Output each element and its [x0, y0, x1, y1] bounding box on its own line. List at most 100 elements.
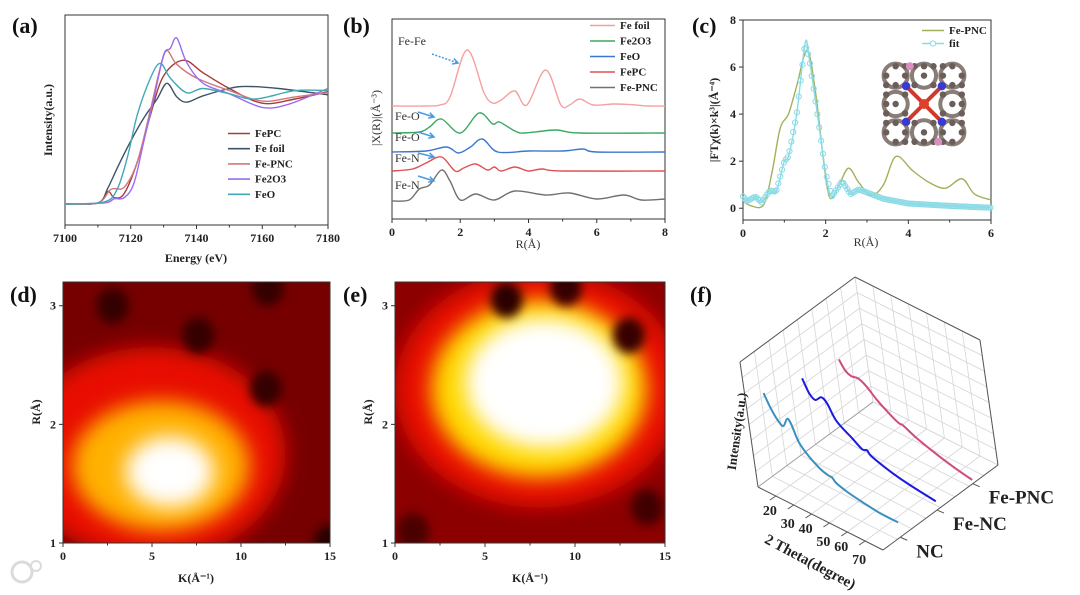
gridline — [866, 354, 992, 419]
legend-label: FePC — [255, 128, 281, 140]
x-tick-label: 70 — [852, 553, 866, 568]
heatmap-coldspot — [314, 525, 330, 543]
gridline — [744, 307, 860, 394]
fit-marker — [825, 180, 832, 188]
legend-label: Fe2O3 — [620, 36, 652, 48]
carbon-atom — [892, 100, 899, 108]
gridline — [859, 307, 985, 372]
frame-edge — [739, 276, 856, 363]
carbon-atom — [939, 72, 947, 79]
y-axis-title: R(Å) — [29, 399, 43, 424]
arrow-icon — [417, 131, 435, 138]
gridline — [775, 410, 892, 497]
series-line-fe-pnc — [64, 50, 329, 206]
x-axis-title: R(Å) — [516, 237, 541, 251]
carbon-atom — [883, 119, 890, 127]
legend: Fe foil Fe2O3 FeO FePC Fe-PNC — [590, 20, 658, 94]
x-tick-label: 7100 — [53, 231, 77, 245]
plot-frame — [64, 14, 329, 226]
gridline — [825, 298, 845, 424]
x-tick-label: 60 — [834, 540, 848, 555]
gridline — [854, 276, 874, 403]
y-tick-label: 2 — [382, 417, 388, 431]
carbon-atom — [901, 138, 909, 145]
gridline — [811, 428, 927, 515]
gridline — [857, 292, 983, 356]
arrow-head-icon — [427, 176, 436, 183]
gridline — [811, 308, 831, 434]
y-tick-label: 1 — [50, 536, 56, 550]
plot-frame — [391, 18, 666, 220]
fit-marker — [819, 150, 827, 157]
legend-marker — [929, 40, 937, 47]
frame-edge — [757, 401, 874, 488]
fit-marker — [818, 137, 825, 144]
carbon-atom — [958, 110, 965, 117]
annotation-label: Fe-Fe — [398, 34, 426, 48]
gridline — [858, 412, 984, 476]
fit-marker — [806, 60, 814, 67]
carbon-atom — [892, 63, 899, 70]
axis-intensity — [739, 361, 759, 488]
nitrogen-atom — [901, 117, 911, 127]
gridline — [800, 454, 927, 519]
x-tick-label: 2 — [823, 226, 829, 240]
carbon-atom — [901, 110, 909, 117]
fit-marker — [788, 138, 795, 145]
gridline — [872, 285, 892, 412]
carbon-atom — [939, 63, 947, 70]
x-tick-label: 30 — [781, 517, 795, 532]
fit-marker — [821, 163, 828, 171]
heatmap-coldspot — [550, 282, 582, 306]
y-axis-title: |FTχ(k)×k³|(Å⁻⁴) — [707, 78, 721, 163]
axis-2theta — [757, 486, 884, 551]
y-axis-title: Intensity(a.u.) — [41, 84, 55, 156]
carbon-atom — [883, 81, 890, 89]
gridline — [847, 446, 963, 533]
watermark — [10, 560, 42, 584]
y-tick-label: 4 — [730, 107, 736, 121]
category-label: NC — [916, 541, 943, 562]
category-tick — [972, 483, 980, 488]
carbon-atom — [958, 81, 965, 89]
carbon-atom — [949, 119, 956, 127]
gridline — [772, 476, 898, 540]
gridline — [746, 323, 862, 410]
x-tick-label: 2 — [457, 225, 463, 239]
x-tick-label: 7160 — [250, 231, 274, 245]
x-tick-label: 15 — [324, 549, 336, 563]
x-tick-label: 6 — [594, 225, 600, 239]
gridline — [870, 386, 996, 450]
fit-marker — [805, 51, 812, 58]
fit-marker — [983, 204, 990, 211]
carbon-atom — [901, 72, 909, 79]
heatmap-coldspot — [613, 317, 645, 354]
y-axis-title: R(Å) — [361, 399, 375, 424]
annotation-label: Fe-N — [395, 178, 420, 192]
y-axis-title: Intensity(a.u.) — [724, 392, 750, 471]
fit-marker — [777, 173, 784, 180]
category-label: Fe-PNC — [989, 488, 1054, 509]
series-line-feo — [64, 62, 329, 205]
carbon-atom — [949, 138, 956, 145]
panel-label: (f) — [690, 282, 712, 307]
gridline — [890, 294, 910, 421]
gridline — [908, 303, 927, 430]
y-tick-label: 1 — [382, 536, 388, 550]
x-tick-label: 7120 — [119, 231, 143, 245]
carbon-atom — [920, 72, 928, 79]
x-tick-label: 0 — [740, 226, 746, 240]
carbon-atom — [892, 119, 899, 127]
fit-marker — [784, 154, 791, 161]
fit-marker — [812, 98, 819, 105]
panel-label: (c) — [692, 13, 716, 38]
heatmap-coldspot — [251, 282, 284, 306]
panel-label: (b) — [343, 13, 370, 38]
x-tick-mark — [841, 531, 848, 537]
series-line-fe-pnc — [742, 49, 992, 209]
fit-marker — [756, 197, 763, 204]
fit-marker — [795, 93, 802, 100]
annotation-label: Fe-N — [395, 151, 420, 165]
x-tick-label: 6 — [988, 226, 994, 240]
